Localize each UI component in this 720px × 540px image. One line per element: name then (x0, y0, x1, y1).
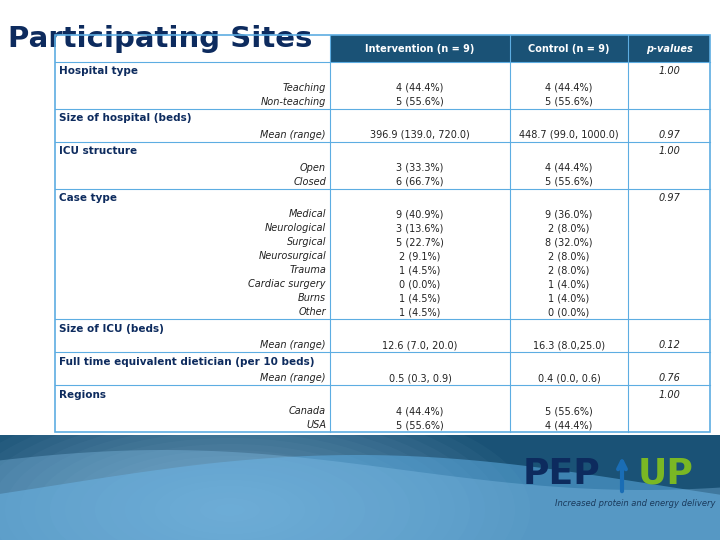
Text: 4 (44.4%): 4 (44.4%) (396, 83, 444, 93)
Text: Medical: Medical (289, 210, 326, 219)
Text: Regions: Regions (59, 389, 106, 400)
Text: PEP: PEP (522, 457, 600, 491)
Text: 0.5 (0.3, 0.9): 0.5 (0.3, 0.9) (389, 373, 451, 383)
Text: Surgical: Surgical (287, 238, 326, 247)
Text: 5 (55.6%): 5 (55.6%) (545, 177, 593, 187)
Text: Teaching: Teaching (283, 83, 326, 93)
Text: 1.00: 1.00 (658, 66, 680, 77)
Text: Mean (range): Mean (range) (261, 130, 326, 140)
Text: 16.3 (8.0,25.0): 16.3 (8.0,25.0) (533, 340, 605, 350)
Text: 448.7 (99.0, 1000.0): 448.7 (99.0, 1000.0) (519, 130, 618, 140)
Text: 0.97: 0.97 (658, 130, 680, 140)
Text: Closed: Closed (293, 177, 326, 187)
Text: Size of ICU (beds): Size of ICU (beds) (59, 324, 164, 334)
Text: 4 (44.4%): 4 (44.4%) (545, 420, 593, 430)
Text: 3 (13.6%): 3 (13.6%) (396, 224, 444, 233)
Text: 12.6 (7.0, 20.0): 12.6 (7.0, 20.0) (382, 340, 458, 350)
Text: p-values: p-values (646, 44, 693, 53)
Text: 2 (8.0%): 2 (8.0%) (549, 224, 590, 233)
Bar (0, 435, 720, 540)
Text: 5 (55.6%): 5 (55.6%) (545, 97, 593, 107)
Text: ICU structure: ICU structure (59, 146, 137, 156)
Text: 1 (4.5%): 1 (4.5%) (400, 307, 441, 318)
Text: 4 (44.4%): 4 (44.4%) (545, 163, 593, 173)
Text: 0.76: 0.76 (658, 373, 680, 383)
Text: 5 (55.6%): 5 (55.6%) (396, 420, 444, 430)
Text: 0.97: 0.97 (658, 193, 680, 203)
Text: 1 (4.5%): 1 (4.5%) (400, 293, 441, 303)
Text: 4 (44.4%): 4 (44.4%) (396, 406, 444, 416)
Text: 1.00: 1.00 (658, 146, 680, 156)
Text: 0 (0.0%): 0 (0.0%) (400, 279, 441, 289)
Text: 2 (8.0%): 2 (8.0%) (549, 252, 590, 261)
Polygon shape (0, 455, 720, 540)
Text: USA: USA (306, 420, 326, 430)
Text: Control (n = 9): Control (n = 9) (528, 44, 610, 53)
Text: Mean (range): Mean (range) (261, 340, 326, 350)
Text: Open: Open (300, 163, 326, 173)
Text: 5 (55.6%): 5 (55.6%) (545, 406, 593, 416)
Text: 0.4 (0.0, 0.6): 0.4 (0.0, 0.6) (538, 373, 600, 383)
Bar (0, 0, 720, 435)
Text: Case type: Case type (59, 193, 117, 203)
Text: 9 (40.9%): 9 (40.9%) (396, 210, 444, 219)
Text: 2 (8.0%): 2 (8.0%) (549, 266, 590, 275)
Text: Intervention (n = 9): Intervention (n = 9) (365, 44, 474, 53)
Text: 1 (4.0%): 1 (4.0%) (549, 279, 590, 289)
Text: Participating Sites: Participating Sites (8, 25, 312, 53)
Bar (330, 35, 710, 62)
Text: 0 (0.0%): 0 (0.0%) (549, 307, 590, 318)
Text: Canada: Canada (289, 406, 326, 416)
Text: 8 (32.0%): 8 (32.0%) (545, 238, 593, 247)
Text: Size of hospital (beds): Size of hospital (beds) (59, 113, 192, 123)
Text: 1.00: 1.00 (658, 389, 680, 400)
Text: 0.12: 0.12 (658, 340, 680, 350)
Text: UP: UP (638, 457, 694, 491)
Text: 3 (33.3%): 3 (33.3%) (396, 163, 444, 173)
Text: 4 (44.4%): 4 (44.4%) (545, 83, 593, 93)
Text: Hospital type: Hospital type (59, 66, 138, 77)
Text: 5 (55.6%): 5 (55.6%) (396, 97, 444, 107)
Text: Neurological: Neurological (265, 224, 326, 233)
Text: Non-teaching: Non-teaching (261, 97, 326, 107)
Text: 396.9 (139.0, 720.0): 396.9 (139.0, 720.0) (370, 130, 470, 140)
Text: 2 (9.1%): 2 (9.1%) (400, 252, 441, 261)
Text: 1 (4.5%): 1 (4.5%) (400, 266, 441, 275)
Text: 9 (36.0%): 9 (36.0%) (545, 210, 593, 219)
Text: Burns: Burns (298, 293, 326, 303)
Text: 6 (66.7%): 6 (66.7%) (396, 177, 444, 187)
Text: Full time equivalent dietician (per 10 beds): Full time equivalent dietician (per 10 b… (59, 357, 315, 367)
Text: 5 (22.7%): 5 (22.7%) (396, 238, 444, 247)
Text: Cardiac surgery: Cardiac surgery (248, 279, 326, 289)
Text: Mean (range): Mean (range) (261, 373, 326, 383)
Bar (55, 35, 710, 432)
Text: 1 (4.0%): 1 (4.0%) (549, 293, 590, 303)
Text: Trauma: Trauma (289, 266, 326, 275)
Text: Increased protein and energy delivery: Increased protein and energy delivery (555, 500, 716, 509)
Polygon shape (0, 450, 720, 540)
Text: Other: Other (298, 307, 326, 318)
Text: Neurosurgical: Neurosurgical (258, 252, 326, 261)
